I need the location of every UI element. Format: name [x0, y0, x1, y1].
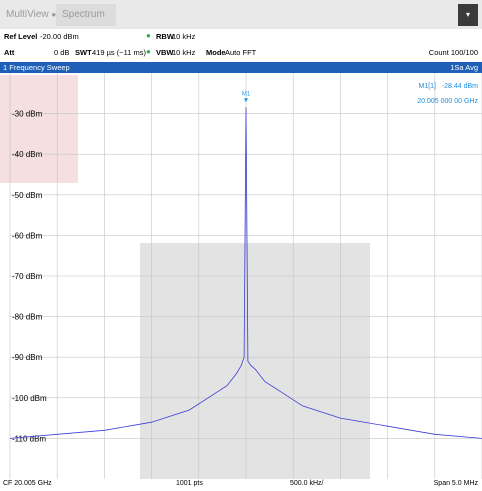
spectrum-chart: -30 dBm -40 dBm -50 dBm -60 dBm -70 dBm -80 d…: [0, 73, 482, 479]
vbw-label: VBW: [156, 48, 174, 57]
tab-spectrum-label: Spectrum: [62, 9, 105, 20]
mode-value: Auto FFT: [225, 48, 257, 57]
rbw-value: 10 kHz: [172, 32, 196, 41]
att-value: 0 dB: [54, 48, 70, 57]
ref-level-value: -20.00 dBm: [40, 32, 79, 41]
tab-spectrum[interactable]: Spectrum: [56, 4, 116, 26]
sweep-points: 1001 pts: [176, 480, 203, 487]
y-tick-label: -50 dBm: [12, 191, 43, 200]
sweep-title: 1 Frequency Sweep: [3, 63, 70, 72]
sweep-title-bar: 1 Frequency Sweep 1Sa Avg: [0, 62, 482, 73]
y-tick-label: -90 dBm: [12, 353, 43, 362]
sweep-count: Count 100/100: [428, 48, 478, 57]
y-tick-label: -110 dBm: [12, 434, 46, 443]
mode-label: Mode: [206, 48, 226, 57]
spectrum-plot: -30 dBm -40 dBm -50 dBm -60 dBm -70 dBm -80 d…: [0, 73, 482, 479]
y-tick-label: -70 dBm: [12, 272, 43, 281]
menu-down-icon[interactable]: ▾: [458, 4, 478, 26]
marker-m1: M1: [242, 91, 251, 103]
footer-bar: CF 20.005 GHz 1001 pts 500.0 kHz/ Span 5…: [0, 478, 482, 491]
y-tick-label: -40 dBm: [12, 150, 43, 159]
y-tick-label: -60 dBm: [12, 231, 43, 240]
y-tick-label: -30 dBm: [12, 110, 43, 119]
y-axis-ticks: -30 dBm -40 dBm -50 dBm -60 dBm -70 dBm -80 d…: [12, 110, 47, 444]
marker-level: -28.44 dBm: [442, 83, 478, 90]
ref-level-label: Ref Level: [4, 32, 38, 41]
grid: [9, 73, 482, 479]
overlay-center: [140, 243, 370, 479]
tab-multiview[interactable]: MultiView ●: [0, 4, 110, 26]
tab-multiview-label: MultiView: [6, 9, 49, 20]
trace-line: [9, 107, 482, 439]
span-value: Span 5.0 MHz: [433, 480, 478, 487]
y-tick-label: -80 dBm: [12, 313, 43, 322]
overlay-topleft: [0, 75, 78, 183]
measurement-header: Ref Level -20.00 dBm Att 0 dB SWT 419 µs…: [0, 29, 482, 62]
marker-triangle: [244, 98, 248, 103]
trace-mode: 1Sa Avg: [450, 63, 478, 72]
close-dot-icon: ●: [51, 10, 57, 19]
marker-flag-label: M1: [242, 91, 251, 97]
center-frequency: CF 20.005 GHz: [3, 480, 52, 487]
marker-name: M1[1]: [418, 83, 436, 90]
rbw-label: RBW: [156, 32, 174, 41]
y-tick-label: -100 dBm: [12, 394, 47, 403]
rbw-indicator-icon: ●: [146, 31, 151, 40]
swt-value: 419 µs (~11 ms): [92, 48, 146, 57]
att-label: Att: [4, 48, 15, 57]
vbw-indicator-icon: ●: [146, 47, 151, 56]
swt-label: SWT: [75, 48, 92, 57]
tab-bar: MultiView ● Spectrum ▾: [0, 0, 482, 29]
vbw-value: 10 kHz: [172, 48, 196, 57]
frequency-per-div: 500.0 kHz/: [290, 480, 324, 487]
marker-frequency: 20.005 000 00 GHz: [417, 98, 478, 105]
